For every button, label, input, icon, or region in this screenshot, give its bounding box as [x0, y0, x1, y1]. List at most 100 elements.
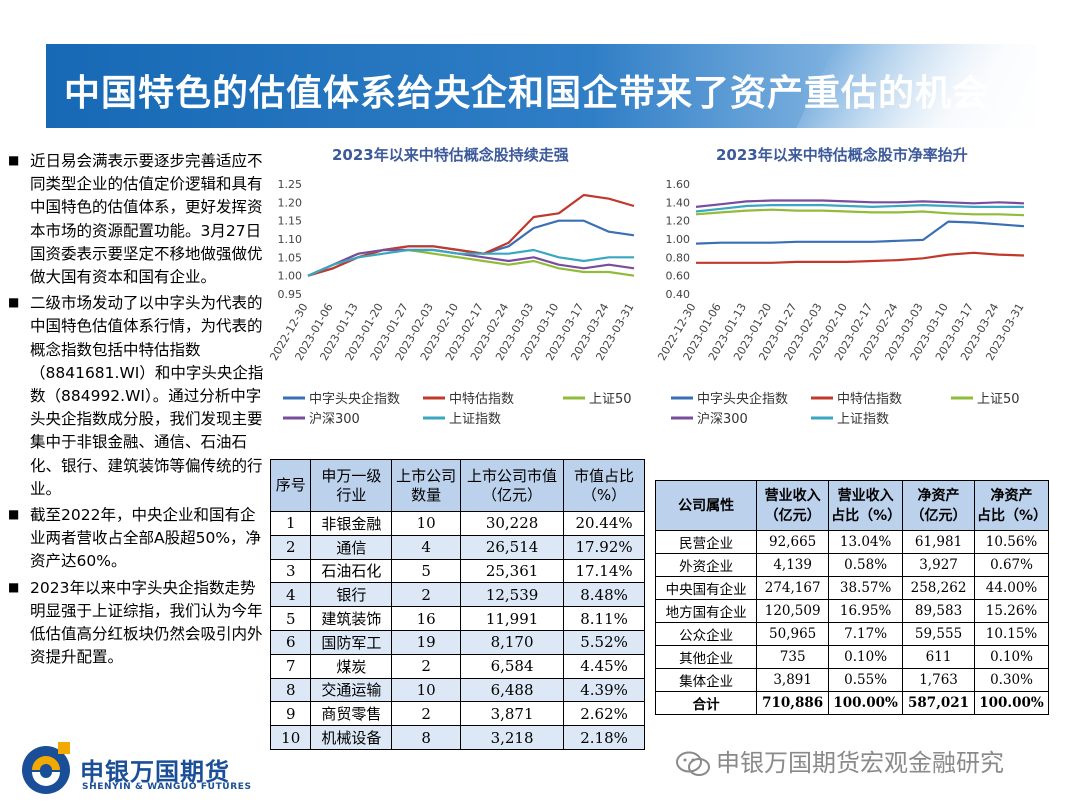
table-cell: 8,170 [460, 629, 565, 655]
table-row: 10 机械设备 8 3,218 2.18% [269, 725, 645, 750]
table-row: 7 煤炭 2 6,584 4.45% [269, 653, 645, 679]
chart-2-pb-ratio: 0.400.600.801.001.201.401.602022-12-3020… [655, 178, 1026, 427]
y-tick-label: 1.00 [278, 270, 303, 283]
table-cell: 8.11% [563, 606, 645, 631]
header-label: 营业收入 [837, 487, 894, 504]
legend-label: 上证50 [589, 392, 632, 407]
table-cell: 10 [391, 677, 462, 703]
y-tick-label: 1.20 [278, 196, 303, 209]
table-cell: 8.48% [563, 582, 645, 608]
company-logo [22, 742, 70, 794]
table-cell: 0.30% [974, 668, 1049, 692]
bullet-text: 近日易会满表示要逐步完善适应不同类型企业的估值定价逻辑和具有中国特色的估值体系，… [30, 152, 263, 287]
header-cell: 上市公司 数量 [391, 459, 462, 512]
table-cell: 25,361 [460, 558, 565, 584]
square-bullet-icon: ■ [8, 153, 20, 167]
header-cell: 净资产 占比（%） [974, 480, 1049, 531]
watermark-text: 申银万国期货宏观金融研究 [716, 749, 1004, 777]
table-cell: 0.10% [828, 645, 904, 669]
header-label: 上市公司 [396, 466, 457, 485]
table-cell: 15.26% [974, 599, 1049, 623]
table-cell: 1,763 [902, 668, 976, 692]
table-cell: 38.57% [828, 576, 904, 600]
table-cell: 3,891 [756, 668, 830, 692]
table-header-row: 序号 申万一级 行业 上市公司 数量 上市公司市值 （亿元） 市值占比 （%） [269, 459, 645, 512]
table-row: 4 银行 2 12,539 8.48% [269, 582, 645, 608]
table-cell: 59,555 [902, 622, 976, 646]
series-line [307, 248, 635, 277]
bullet-item: ■ 近日易会满表示要逐步完善适应不同类型企业的估值定价逻辑和具有中国特色的估值体… [8, 150, 266, 289]
legend-label: 中特估指数 [837, 392, 902, 407]
table-cell: 100.00% [974, 691, 1049, 715]
y-tick-label: 0.60 [666, 270, 691, 283]
bullet-text: 二级市场发动了以中字头为代表的中国特色估值体系行情，为代表的概念指数包括中特估指… [30, 294, 264, 498]
header-label: （亿元） [482, 485, 543, 504]
table-cell: 外资企业 [654, 553, 758, 577]
table-cell: 4 [269, 582, 312, 608]
table-cell: 交通运输 [310, 677, 393, 703]
y-tick-label: 1.40 [666, 196, 691, 209]
header-label: 净资产 [990, 487, 1033, 504]
header-label: 序号 [275, 476, 306, 494]
square-bullet-icon: ■ [8, 295, 20, 310]
table-cell: 4.39% [563, 677, 645, 703]
series-line [307, 248, 634, 277]
header-cell: 营业收入 （亿元） [756, 480, 830, 531]
table-cell: 7 [269, 653, 312, 679]
square-bullet-icon: ■ [8, 579, 20, 594]
table-cell: 2 [269, 534, 312, 560]
table-cell: 587,021 [902, 691, 976, 715]
table-row: 集体企业 3,891 0.55% 1,763 0.30% [654, 668, 1049, 692]
header-label: 上市公司市值 [467, 466, 558, 485]
table-cell: 258,262 [902, 576, 976, 600]
y-tick-label: 0.80 [666, 251, 691, 264]
table-cell: 3,218 [460, 725, 565, 750]
table-cell: 8 [391, 725, 462, 750]
header-label: 申万一级 [321, 466, 382, 485]
logo-mark-icon [22, 746, 70, 794]
table-row: 3 石油石化 5 25,361 17.14% [269, 558, 645, 584]
y-tick-label: 1.00 [666, 233, 691, 246]
table-cell: 民营企业 [654, 530, 758, 554]
header-label: 净资产 [917, 487, 960, 504]
table-cell: 公众企业 [654, 622, 758, 646]
table-cell: 其他企业 [654, 645, 758, 669]
table-cell: 10 [269, 725, 312, 750]
header-cell: 营业收入 占比（%） [828, 480, 904, 531]
company-attribute-table: 公司属性 营业收入 （亿元） 营业收入 占比（%） 净资产 （亿元） 净资产 占比（%）… [654, 480, 1049, 715]
bullet-text: 截至2022年，中央企业和国有企业两者营收占全部A股超50%，净资产达60%。 [30, 506, 262, 571]
table-cell: 11,991 [460, 606, 565, 631]
logo-text: 申银万国期货 [80, 758, 230, 786]
table-cell: 10 [391, 511, 462, 536]
table-cell: 19 [391, 629, 462, 655]
table-cell: 16 [391, 606, 462, 631]
bullet-item: ■ 截至2022年，中央企业和国有企业两者营收占全部A股超50%，净资产达60%… [8, 504, 266, 574]
table-cell: 8 [269, 677, 312, 703]
table-cell: 17.92% [563, 534, 645, 560]
table-header-row: 公司属性 营业收入 （亿元） 营业收入 占比（%） 净资产 （亿元） 净资产 占比（%） [654, 480, 1049, 531]
header-label: （亿元） [764, 507, 821, 524]
table-cell: 5 [269, 606, 312, 631]
header-cell: 市值占比 （%） [563, 459, 645, 512]
bullet-text: 2023年以来中字头央企指数走势明显强于上证综指，我们认为今年低估值高分红板块仍… [30, 578, 263, 667]
table-cell: 合计 [654, 691, 758, 715]
table-row: 公众企业 50,965 7.17% 59,555 10.15% [654, 622, 1049, 646]
table-cell: 建筑装饰 [310, 606, 393, 631]
y-tick-label: 1.05 [278, 251, 303, 264]
table-cell: 2.18% [563, 725, 645, 750]
table-cell: 0.67% [974, 553, 1049, 577]
table-cell: 1 [269, 511, 312, 536]
logo-subtext: SHENYIN & WANGUO FUTURES [82, 782, 252, 792]
y-tick-label: 0.95 [278, 288, 303, 301]
table-cell: 3,871 [460, 701, 565, 727]
header-cell: 申万一级 行业 [310, 459, 393, 512]
y-tick-label: 1.25 [278, 178, 303, 191]
legend-label: 沪深300 [309, 411, 360, 427]
table-row: 外资企业 4,139 0.58% 3,927 0.67% [654, 553, 1049, 577]
table-cell: 9 [269, 701, 312, 727]
header-label: （亿元） [910, 507, 967, 524]
series-line [307, 193, 635, 277]
legend-label: 沪深300 [697, 411, 748, 427]
legend-label: 上证指数 [449, 412, 501, 427]
header-label: 数量 [411, 485, 442, 504]
